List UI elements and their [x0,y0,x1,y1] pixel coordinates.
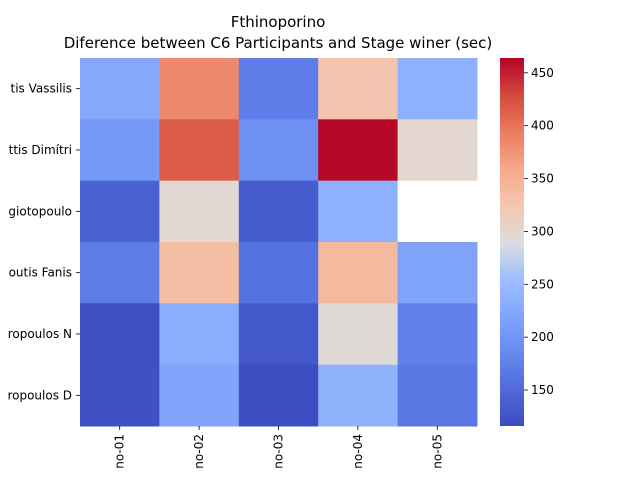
heatmap-cell [238,303,319,366]
heatmap-cell [80,303,160,366]
heatmap-cell [159,364,240,427]
chart-title: Fthinoporino [231,13,326,31]
colorbar-tick-label: 400 [531,119,554,133]
colorbar-tick-label: 150 [531,383,554,397]
chart-subtitle: Diference between C6 Participants and St… [64,34,493,52]
heatmap-cell [318,119,399,182]
heatmap-cell [80,58,160,120]
heatmap-cell [80,180,160,243]
colorbar-ticks: 150 200 250 300 350 400 450 [524,66,554,397]
colorbar-tick-label: 250 [531,277,554,291]
heatmap-cell [238,364,319,427]
heatmap-cell [238,242,319,304]
y-tick-label: tis Vassilis [11,82,73,96]
x-axis-ticks: no-01 no-02 no-03 no-04 no-05 [113,426,444,469]
y-tick-label: giotopoulo [8,204,72,218]
heatmap-cell [159,303,240,366]
heatmap-cell [397,119,478,182]
heatmap-cell [397,58,478,120]
x-tick-label: no-03 [272,434,286,469]
colorbar-tick-label: 450 [531,66,554,80]
heatmap-cell [238,180,319,243]
heatmap-cell [159,119,240,182]
colorbar-tick-label: 350 [531,172,554,186]
heatmap-cell [397,364,478,427]
heatmap-cell [159,58,240,120]
heatmap-cell [238,119,319,182]
colorbar [500,58,524,426]
y-tick-label: ropoulos D [7,388,72,402]
heatmap-cell [397,303,478,366]
heatmap-cell [318,58,399,120]
heatmap-cell [318,364,399,427]
y-axis-ticks: tis Vassilis ttis Dimítri giotopoulo outis … [7,82,80,402]
heatmap-cell [80,242,160,304]
heatmap-cell [238,58,319,120]
heatmap-cell [318,242,399,304]
colorbar-tick-label: 300 [531,224,554,238]
heatmap-cell [318,303,399,366]
heatmap-cell [159,242,240,304]
heatmap-cell [318,180,399,243]
heatmap-cell [397,242,478,304]
x-tick-label: no-05 [430,434,444,469]
y-tick-label: ropoulos N [8,327,72,341]
x-tick-label: no-04 [351,434,365,469]
heatmap-cell [397,180,478,243]
y-tick-label: ttis Dimítri [9,143,72,157]
heatmap-cell [80,364,160,427]
heatmap-cell [80,119,160,182]
x-tick-label: no-02 [192,434,206,469]
x-tick-label: no-01 [113,434,127,469]
heatmap-cell [159,180,240,243]
y-tick-label: outis Fanis [9,266,72,280]
heatmap-cells [80,58,478,427]
colorbar-tick-label: 200 [531,330,554,344]
